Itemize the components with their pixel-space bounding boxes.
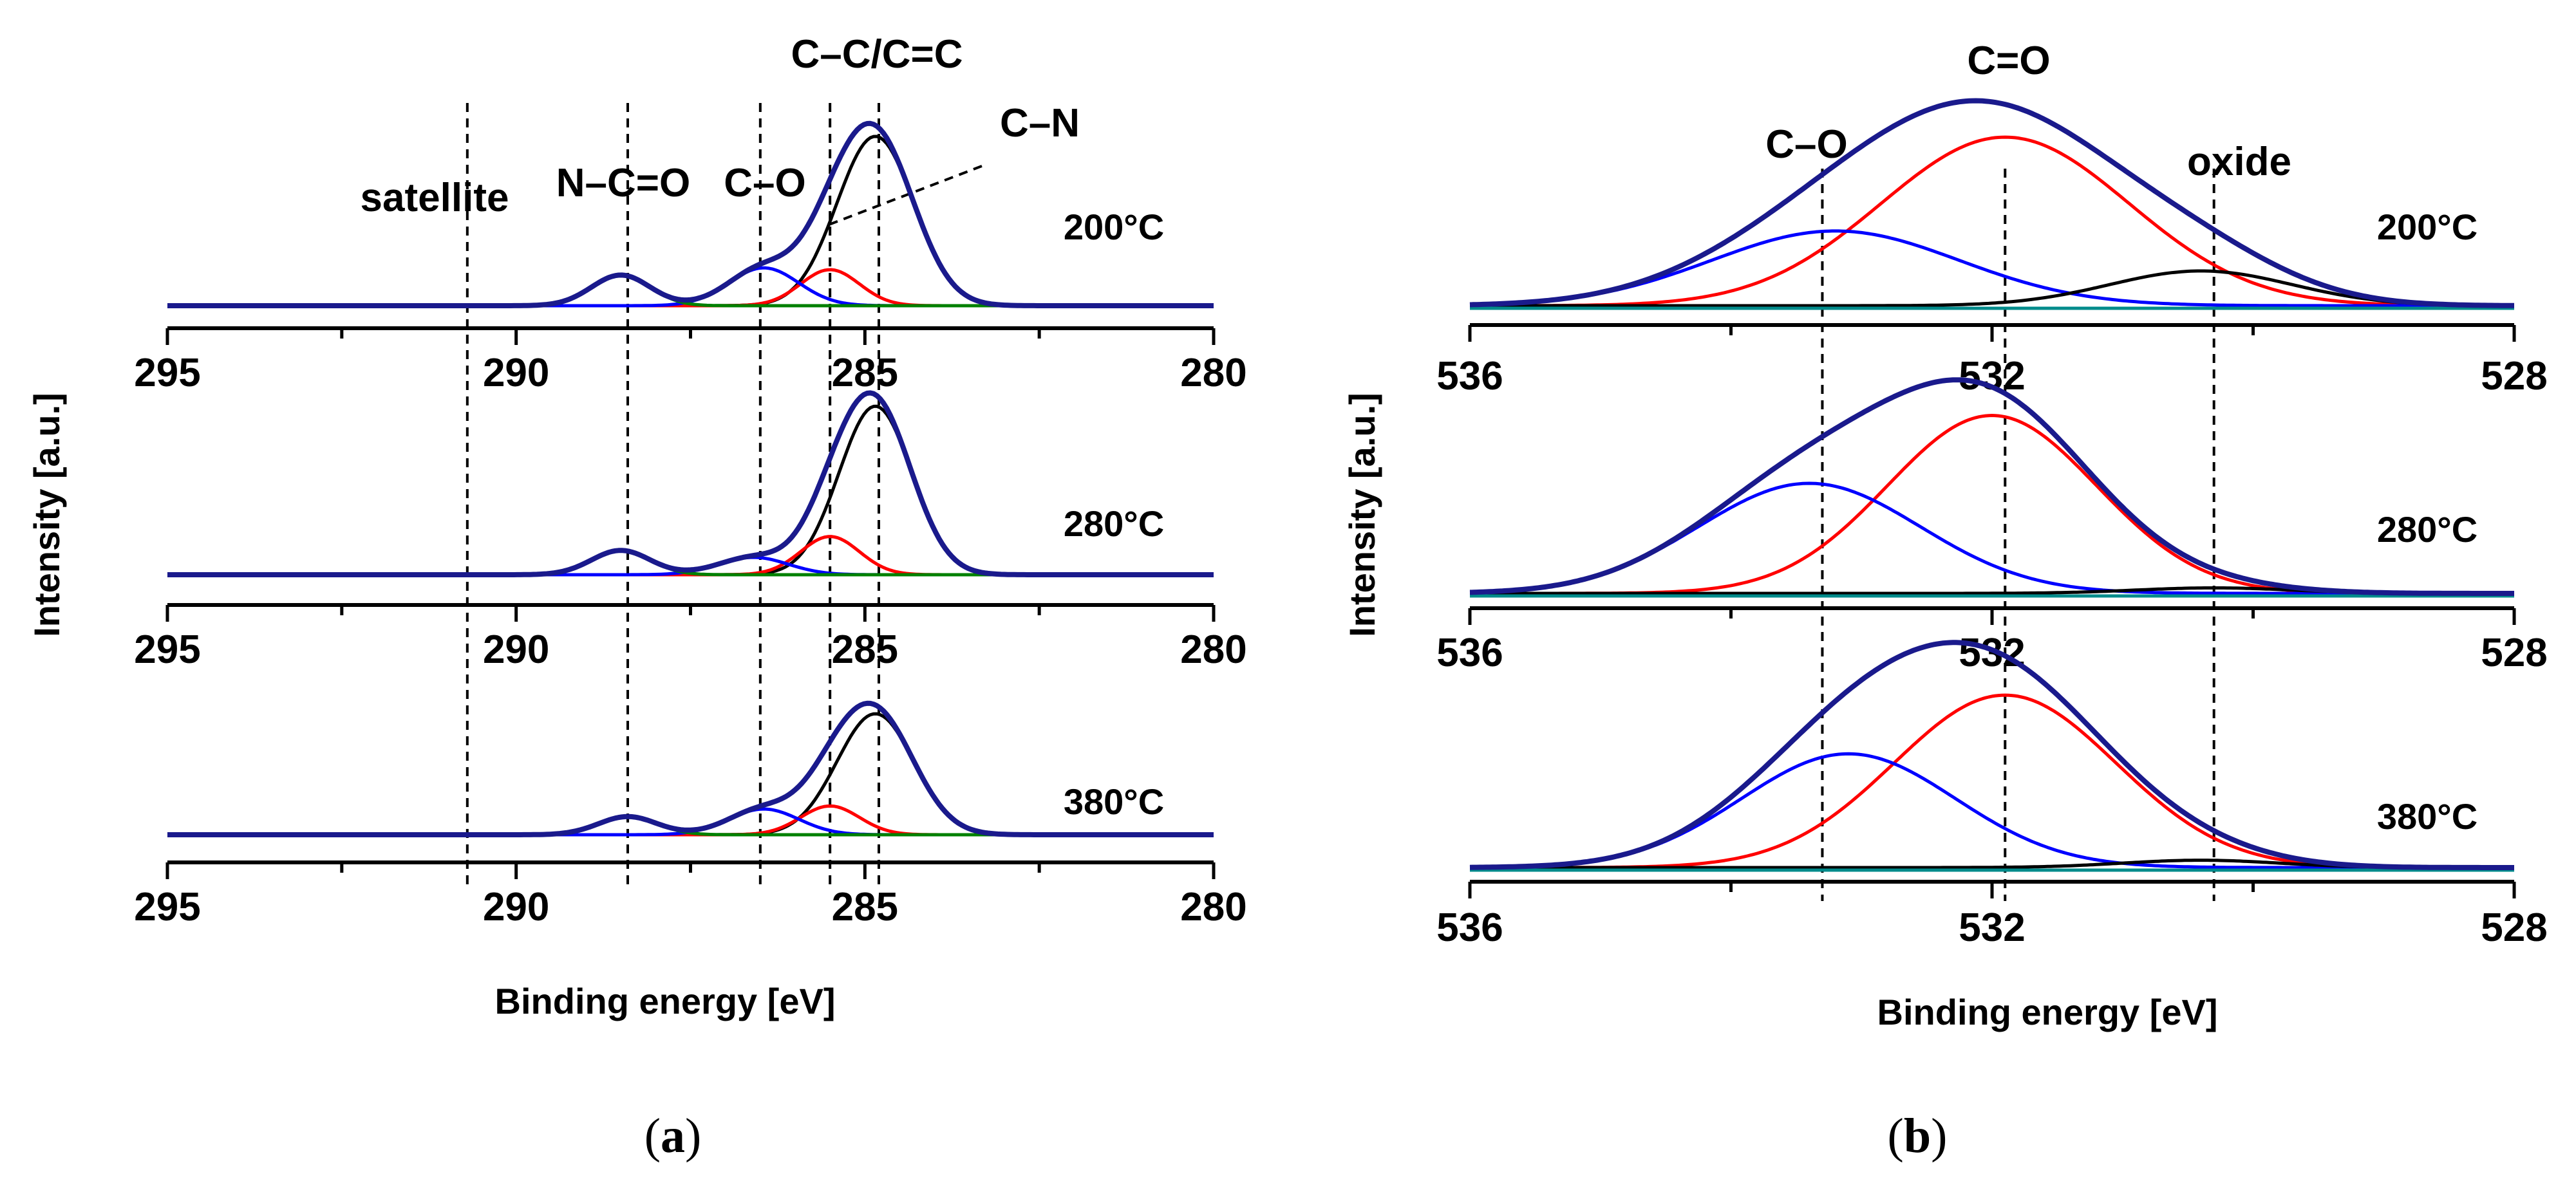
annotation-c-o-b: C–O — [1765, 122, 1847, 167]
annotation-n-c-o: N–C=O — [556, 161, 690, 205]
tick-label-b-2-1: 532 — [1959, 906, 2025, 950]
tick-label-a-2-0: 295 — [134, 885, 200, 929]
curve-a-0-c-c-c-c-fit — [167, 135, 1214, 308]
tick-label-b-2-2: 528 — [2481, 906, 2547, 950]
temperature-label-b-2: 380°C — [2377, 796, 2477, 837]
tick-label-a-0-2: 285 — [832, 351, 898, 395]
panel-b-label: (b) — [1888, 1109, 1948, 1163]
tick-label-b-1-0: 536 — [1436, 631, 1503, 675]
curve-b-1-c-o-fit — [1469, 481, 2514, 595]
annotation-c-n: C–N — [1000, 101, 1080, 145]
tick-label-a-2-3: 280 — [1180, 885, 1246, 929]
tick-label-b-1-1: 532 — [1959, 631, 2025, 675]
tick-label-a-0-0: 295 — [134, 351, 200, 395]
annotation-c-o: C–O — [724, 161, 805, 205]
curve-b-0-c-o-fit — [1470, 135, 2514, 308]
panel-b-xlabel: Binding energy [eV] — [1877, 992, 2218, 1032]
tick-label-a-1-2: 285 — [832, 628, 898, 672]
annotation-satellite: satellite — [361, 176, 509, 220]
temperature-label-a-2: 380°C — [1064, 781, 1164, 822]
tick-label-a-0-3: 280 — [1180, 351, 1246, 395]
tick-label-b-0-2: 528 — [2481, 354, 2547, 398]
tick-label-a-2-2: 285 — [832, 885, 898, 929]
temperature-label-b-0: 200°C — [2377, 207, 2477, 247]
tick-label-a-1-3: 280 — [1180, 628, 1246, 672]
tick-label-b-1-2: 528 — [2481, 631, 2547, 675]
curve-a-1-c-c-c-c-fit — [167, 404, 1214, 577]
panel-b: Intensity [a.u.] Binding energy [eV] C–O… — [1342, 39, 2548, 1163]
tick-label-a-1-1: 290 — [483, 628, 549, 672]
panel-a: Intensity [a.u.] Binding energy [eV] sat… — [26, 32, 1247, 1163]
tick-label-b-0-1: 532 — [1959, 354, 2025, 398]
tick-label-b-0-0: 536 — [1436, 354, 1503, 398]
curve-a-2-c-c-c-c-fit — [167, 712, 1214, 837]
panel-a-xlabel: Binding energy [eV] — [495, 981, 836, 1021]
annotation-c-n-pointer — [827, 165, 982, 227]
temperature-label-a-1: 280°C — [1064, 503, 1164, 544]
curve-a-2-envelope — [167, 700, 1214, 837]
tick-label-a-2-1: 290 — [483, 885, 549, 929]
annotation-oxide: oxide — [2187, 140, 2291, 184]
curve-b-2-c-o-fit — [1470, 693, 2514, 869]
curve-a-0-envelope — [167, 120, 1214, 308]
tick-label-a-0-1: 290 — [483, 351, 549, 395]
curve-b-2-c-o-fit — [1469, 752, 2514, 869]
panel-a-ylabel: Intensity [a.u.] — [26, 393, 67, 637]
curve-a-1-envelope — [167, 390, 1214, 577]
curve-b-1-envelope — [1469, 377, 2514, 596]
tick-label-b-2-0: 536 — [1436, 906, 1503, 950]
curve-b-0-oxide-fit — [1470, 269, 2514, 308]
curve-b-2-envelope — [1469, 640, 2514, 870]
panel-a-label: (a) — [644, 1109, 702, 1163]
temperature-label-b-1: 280°C — [2377, 509, 2477, 550]
annotation-c-double-o: C=O — [1967, 39, 2050, 83]
annotation-c-c-c-c: C–C/C=C — [791, 32, 963, 77]
temperature-label-a-0: 200°C — [1064, 207, 1164, 247]
tick-label-a-1-0: 295 — [134, 628, 200, 672]
panel-b-ylabel: Intensity [a.u.] — [1342, 393, 1382, 637]
curve-b-0-envelope — [1469, 98, 2514, 308]
